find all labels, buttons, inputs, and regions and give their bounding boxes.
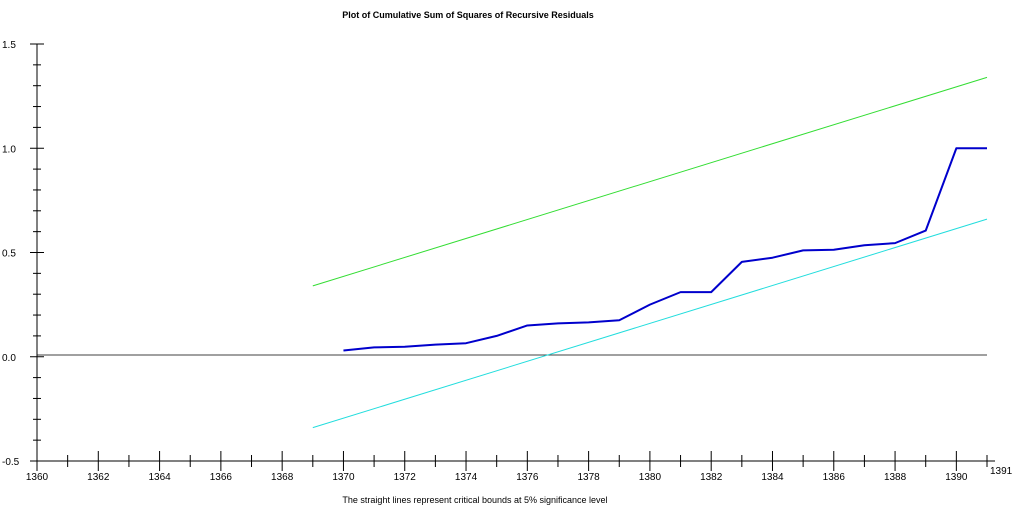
x-tick-label: 1388 bbox=[884, 472, 907, 483]
x-tick-label: 1366 bbox=[210, 472, 233, 483]
x-tick-label: 1362 bbox=[87, 472, 110, 483]
y-tick-label: 1.5 bbox=[2, 40, 16, 51]
series-lines bbox=[312, 76, 988, 429]
x-tick-label: 1364 bbox=[148, 472, 171, 483]
critical-bounds-note: The straight lines represent critical bo… bbox=[342, 495, 607, 505]
y-tick-label: -0.5 bbox=[2, 457, 20, 468]
y-axis-ticks: -0.5 0.0 0.5 1.0 1.5 bbox=[2, 40, 44, 468]
y-tick-label: 1.0 bbox=[2, 144, 16, 155]
upper-critical-bound-line bbox=[312, 76, 988, 287]
y-tick-label: 0.0 bbox=[2, 353, 16, 364]
x-tick-label: 1374 bbox=[455, 472, 478, 483]
x-tick-label: 1372 bbox=[394, 472, 417, 483]
x-tick-label: 1376 bbox=[516, 472, 539, 483]
x-tick-label: 1390 bbox=[945, 472, 968, 483]
x-tick-label: 1382 bbox=[700, 472, 723, 483]
x-tick-label: 1380 bbox=[639, 472, 662, 483]
x-axis-ticks: 1360 1362 1364 1366 1368 1370 1372 1374 1376 1378… bbox=[26, 451, 1013, 483]
chart-title: Plot of Cumulative Sum of Squares of Rec… bbox=[342, 10, 594, 20]
x-tick-label: 1391 bbox=[990, 466, 1013, 477]
x-tick-label: 1386 bbox=[823, 472, 846, 483]
x-tick-label: 1360 bbox=[26, 472, 49, 483]
x-tick-label: 1384 bbox=[761, 472, 784, 483]
lower-critical-bound-line bbox=[312, 218, 988, 429]
x-tick-label: 1370 bbox=[332, 472, 355, 483]
x-tick-label: 1378 bbox=[577, 472, 600, 483]
y-tick-label: 0.5 bbox=[2, 249, 16, 260]
x-tick-label: 1368 bbox=[271, 472, 294, 483]
cusum-squares-line bbox=[343, 147, 987, 352]
